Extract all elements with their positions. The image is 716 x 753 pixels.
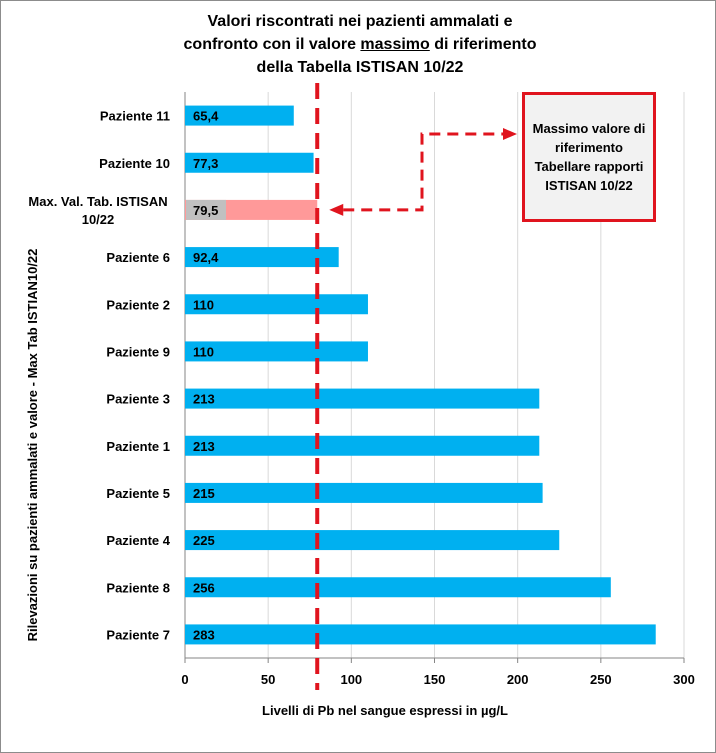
x-tick-label: 50 [261,672,275,687]
x-tick-label: 200 [507,672,529,687]
data-label: 77,3 [193,156,218,171]
bar [185,294,368,315]
title-line-2-underlined: massimo [360,36,430,53]
data-label: 283 [193,627,215,642]
reference-data-label-bg [186,199,226,220]
x-tick-label: 250 [590,672,612,687]
x-tick-label: 100 [340,672,362,687]
data-label: 110 [193,344,214,359]
data-label: 65,4 [193,109,219,124]
chart-title: Valori riscontrati nei pazienti ammalati… [150,10,570,79]
bar [185,152,314,173]
data-label: 110 [193,297,214,312]
annotation-connector [343,132,504,212]
data-label: 225 [193,533,215,548]
data-label: 213 [193,439,215,454]
title-line-1: Valori riscontrati nei pazienti ammalati… [207,13,513,30]
category-label: Paziente 5 [106,486,170,501]
data-label: 215 [193,486,215,501]
category-label: Max. Val. Tab. ISTISAN 10/22 [28,194,167,227]
bar [185,105,294,126]
title-line-2-post: di riferimento [429,36,537,53]
category-label: Paziente 4 [106,533,170,548]
bar [185,577,611,598]
y-axis-label: Rilevazioni su pazienti ammalati e valor… [25,248,40,642]
data-label: 92,4 [193,250,219,265]
title-line-2-pre: confronto con il valore [183,36,361,53]
bar [185,624,656,645]
bar [185,388,540,409]
category-label: Paziente 10 [99,156,170,171]
bar [185,341,368,362]
bar [185,247,339,268]
category-label: Paziente 1 [106,439,170,454]
data-label: 256 [193,580,215,595]
category-label: Paziente 11 [100,109,170,124]
reference-annotation-text: Massimo valore di riferimento Tabellare … [532,121,646,193]
x-tick-label: 0 [181,672,188,687]
title-line-2: confronto con il valore massimo di rifer… [150,33,570,56]
x-axis-label: Livelli di Pb nel sangue espressi in µg/… [262,703,508,718]
x-tick-label: 150 [424,672,446,687]
bar [185,482,543,503]
title-line-3: della Tabella ISTISAN 10/22 [256,59,464,76]
bar [185,435,540,456]
arrow-head-right [503,128,517,140]
category-label: Paziente 3 [106,392,170,407]
arrow-head-left [329,203,344,216]
bar [185,530,560,551]
category-label: Paziente 6 [106,250,170,265]
category-label: Paziente 8 [106,580,170,595]
category-label: Paziente 9 [106,344,170,359]
category-label: Paziente 7 [106,627,170,642]
reference-annotation-box: Massimo valore di riferimento Tabellare … [522,92,656,222]
category-label: Paziente 2 [106,297,170,312]
data-label: 79,5 [193,203,218,218]
data-label: 213 [193,392,215,407]
x-tick-label: 300 [673,672,695,687]
